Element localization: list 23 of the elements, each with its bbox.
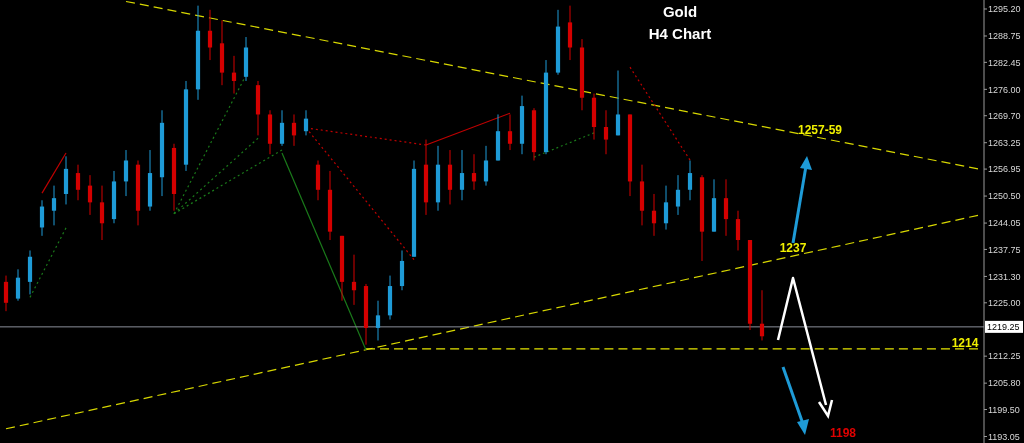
annotation: 1237 bbox=[779, 241, 807, 256]
y-tick-label: 1263.25 bbox=[988, 137, 1021, 148]
y-tick-label: 1225.00 bbox=[988, 297, 1021, 308]
y-tick-label: 1295.20 bbox=[988, 4, 1021, 15]
y-tick-label: 1237.75 bbox=[988, 244, 1021, 255]
y-tick-label: 1269.70 bbox=[988, 110, 1021, 121]
annotation: 1214 bbox=[951, 336, 979, 351]
y-tick-label: 1205.80 bbox=[988, 378, 1021, 389]
annotation: 1257-59 bbox=[797, 123, 843, 138]
y-tick-label: 1244.05 bbox=[988, 218, 1021, 229]
chart-title: Gold bbox=[662, 3, 698, 20]
y-tick-label: 1276.00 bbox=[988, 84, 1021, 95]
y-tick-label: 1250.50 bbox=[988, 191, 1021, 202]
y-tick-label: 1193.05 bbox=[988, 431, 1020, 442]
ref-line-label: 1219.25 bbox=[987, 322, 1020, 333]
y-tick-label: 1231.30 bbox=[988, 271, 1021, 282]
annotation: 1198 bbox=[829, 426, 857, 441]
y-tick-label: 1282.45 bbox=[988, 57, 1021, 68]
text: H4 Chart bbox=[648, 25, 712, 42]
y-tick-label: 1199.50 bbox=[988, 404, 1020, 415]
y-tick-label: 1288.75 bbox=[988, 31, 1021, 42]
y-tick-label: 1212.25 bbox=[988, 351, 1021, 362]
y-tick-label: 1256.95 bbox=[988, 164, 1021, 175]
